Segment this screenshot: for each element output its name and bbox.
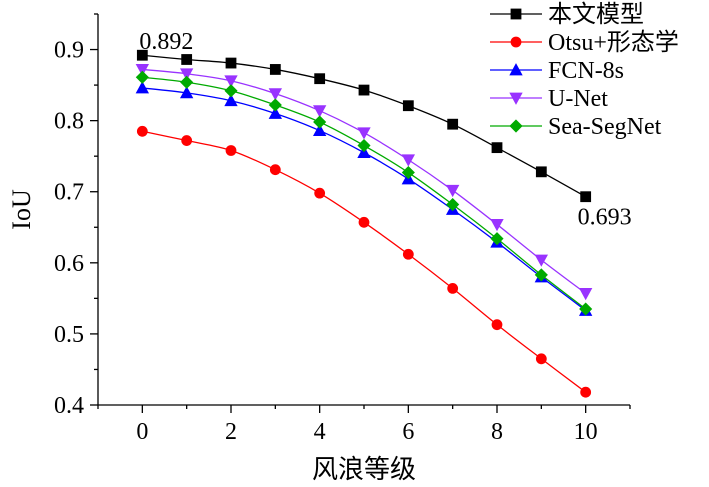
data-point: [269, 164, 281, 176]
data-point: [578, 287, 593, 301]
series-line: [142, 76, 587, 310]
legend-marker: [509, 92, 523, 105]
y-tick-label: 0.6: [54, 251, 84, 277]
data-point: [401, 165, 415, 180]
data-point: [580, 191, 592, 203]
data-point: [312, 123, 327, 136]
data-point: [535, 353, 547, 365]
legend-item: U-Net: [490, 86, 608, 112]
series-0: [136, 49, 592, 203]
data-point: [136, 49, 148, 61]
legend-marker: [510, 8, 522, 20]
series-3: [135, 64, 593, 301]
data-point: [268, 98, 282, 112]
y-tick-label: 0.7: [54, 180, 84, 206]
legend-item: FCN-8s: [490, 58, 624, 84]
legend-marker: [509, 119, 523, 133]
data-label: 0.693: [578, 205, 632, 231]
legend-marker: [509, 63, 523, 76]
data-point: [181, 54, 193, 65]
data-point: [224, 93, 238, 107]
data-point: [535, 166, 547, 178]
legend-item: 本文模型: [490, 1, 644, 28]
data-point: [445, 184, 460, 198]
data-point: [181, 135, 193, 146]
y-tick-label: 0.9: [54, 38, 84, 64]
x-tick-label: 6: [402, 419, 414, 445]
legend-label: FCN-8s: [548, 58, 624, 84]
series-1: [136, 125, 592, 398]
data-point: [269, 64, 281, 75]
x-tick-label: 10: [574, 419, 598, 445]
data-point: [224, 84, 238, 98]
plot-area: 0 2 4 6 8 10 0.4 0.5 0.6 0.7 0.8 0.9 0.892 0.693: [54, 13, 632, 445]
legend-label: 本文模型: [548, 1, 644, 28]
data-point: [179, 86, 194, 99]
data-point: [225, 145, 237, 156]
series-line: [142, 130, 587, 393]
data-point: [401, 154, 416, 167]
data-point: [357, 127, 371, 140]
legend-label: U-Net: [548, 86, 608, 112]
data-point: [491, 142, 503, 154]
data-point: [268, 106, 283, 119]
x-tick-label: 4: [314, 419, 326, 445]
x-axis-ticks: 0 2 4 6 8 10: [97, 405, 631, 445]
legend-label: Otsu+形态学: [548, 29, 679, 56]
data-point: [402, 248, 414, 260]
data-point: [179, 68, 194, 81]
data-point: [312, 105, 327, 118]
data-point: [224, 75, 238, 88]
data-label: 0.892: [139, 29, 193, 55]
y-tick-label: 0.8: [54, 109, 84, 135]
data-point: [447, 283, 459, 294]
y-axis-ticks: 0.4 0.5 0.6 0.7 0.8 0.9: [54, 13, 98, 419]
data-point: [358, 216, 370, 228]
data-point: [313, 115, 327, 129]
y-axis-title: IoU: [7, 189, 36, 230]
data-point: [357, 145, 371, 159]
data-point: [225, 57, 237, 69]
series-layer: [135, 49, 593, 398]
legend-label: Sea-SegNet: [548, 114, 662, 140]
data-point: [490, 219, 504, 232]
x-tick-label: 8: [491, 419, 503, 445]
data-point: [358, 84, 370, 96]
legend-item: Sea-SegNet: [490, 114, 662, 140]
data-point: [446, 197, 460, 212]
data-point: [357, 138, 371, 153]
data-point: [402, 100, 414, 112]
data-point: [580, 386, 592, 398]
data-point: [314, 187, 326, 199]
x-tick-label: 2: [225, 419, 237, 445]
data-point: [180, 75, 194, 89]
data-point: [135, 70, 149, 84]
data-point: [491, 319, 503, 331]
y-tick-label: 0.5: [54, 322, 84, 348]
data-point: [135, 64, 150, 77]
data-point: [579, 302, 593, 316]
data-point: [136, 125, 148, 137]
x-axis-title: 风浪等级: [312, 455, 416, 484]
data-point: [534, 254, 549, 267]
annotation-layer: 0.892 0.693: [139, 29, 631, 230]
data-point: [490, 232, 504, 246]
data-point: [268, 88, 283, 101]
legend-marker: [510, 36, 522, 48]
data-point: [314, 73, 326, 85]
data-point: [135, 81, 150, 94]
x-tick-label: 0: [136, 419, 148, 445]
series-line: [142, 87, 587, 311]
series-2: [135, 81, 593, 316]
y-tick-label: 0.4: [54, 393, 84, 419]
legend-item: Otsu+形态学: [490, 29, 679, 56]
data-point: [534, 268, 548, 282]
series-4: [135, 70, 593, 316]
data-point: [447, 118, 459, 130]
